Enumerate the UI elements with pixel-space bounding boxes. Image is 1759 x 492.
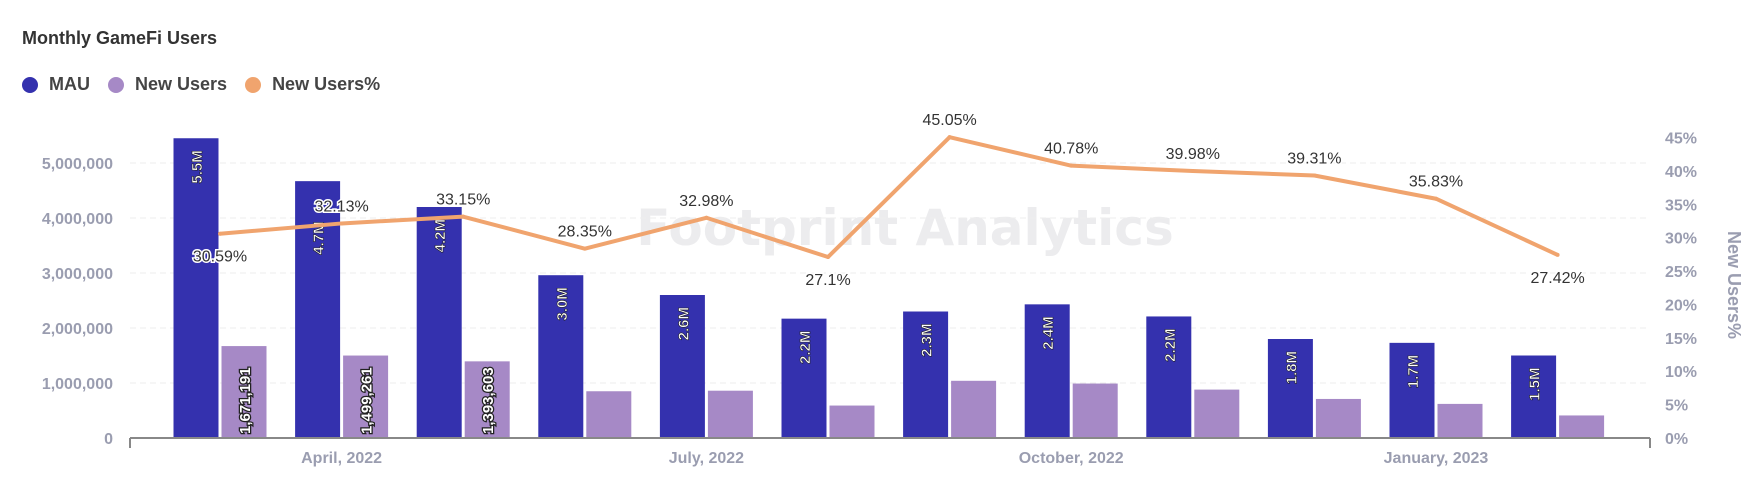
legend-item-new-users[interactable]: New Users (108, 74, 227, 95)
bar-mau (1267, 339, 1313, 438)
y-left-tick-label: 3,000,000 (42, 266, 113, 283)
bar-new-users (221, 346, 267, 438)
line-point (1555, 252, 1560, 257)
legend: MAU New Users New Users% (22, 74, 398, 95)
bar-mau (1511, 355, 1557, 438)
bar-label-mau: 1.8M (1283, 351, 1300, 384)
line-label: 33.15% (436, 192, 490, 209)
y-left-tick-label: 0 (104, 431, 113, 448)
bar-new-users (829, 405, 875, 438)
legend-dot-icon (245, 76, 262, 93)
bar-new-users (464, 361, 510, 438)
y-right-tick-label: 15% (1665, 331, 1697, 348)
bar-mau (173, 138, 219, 438)
bar-new-users (1559, 415, 1605, 438)
legend-dot-icon (22, 76, 38, 93)
bar-mau (1024, 304, 1070, 438)
y-left-tick-label: 5,000,000 (42, 156, 113, 173)
bar-label-mau: 4.7M (311, 221, 328, 254)
chart-title: Monthly GameFi Users (22, 28, 218, 48)
y-right-tick-label: 5% (1665, 398, 1688, 415)
line-label: 40.78% (1044, 141, 1098, 158)
bar-label-new-users: 1,393,603 (480, 367, 497, 434)
line-label: 35.83% (1409, 174, 1463, 191)
line-label: 32.13% (314, 198, 368, 215)
bar-new-users (1437, 403, 1483, 438)
line-point (1190, 169, 1195, 174)
y-right-tick-label: 20% (1665, 297, 1697, 314)
legend-label: New Users% (272, 74, 381, 94)
y-left-tick-label: 1,000,000 (42, 376, 113, 393)
bar-mau (538, 275, 584, 438)
y-right-tick-label: 10% (1665, 364, 1697, 381)
bar-label-mau: 2.4M (1040, 316, 1057, 349)
legend-label: MAU (49, 74, 90, 94)
bar-mau (416, 207, 462, 438)
line-label: 32.98% (679, 193, 733, 210)
line-label: 39.98% (1166, 146, 1220, 163)
line-label: 30.59% (193, 249, 247, 266)
y-left-tick-label: 2,000,000 (42, 321, 113, 338)
bar-new-users (1315, 398, 1361, 438)
bar-label-mau: 1.5M (1527, 368, 1544, 401)
bar-mau (1146, 316, 1192, 438)
legend-item-mau[interactable]: MAU (22, 74, 90, 95)
bar-label-mau: 2.2M (1162, 328, 1179, 361)
y-right-tick-label: 25% (1665, 264, 1697, 281)
bar-mau (659, 295, 705, 438)
line-point (339, 221, 344, 226)
line-point (704, 215, 709, 220)
bar-label-mau: 2.6M (675, 307, 692, 340)
line-point (1069, 163, 1074, 168)
bar-label-new-users: 1,671,191 (237, 367, 254, 434)
bar-label-mau: 4.2M (432, 219, 449, 252)
legend-dot-icon (108, 76, 124, 93)
line-label: 39.31% (1287, 150, 1341, 167)
line-point (826, 255, 830, 260)
legend-item-new-users-pct[interactable]: New Users% (245, 74, 380, 95)
bar-mau (781, 318, 827, 438)
line-label: 27.42% (1530, 270, 1584, 287)
bar-label-mau: 5.5M (189, 150, 206, 183)
y-right-tick-label: 30% (1665, 231, 1697, 248)
bar-new-users (707, 390, 753, 438)
x-tick-label: April, 2022 (301, 450, 382, 467)
y-right-tick-label: 35% (1665, 197, 1697, 214)
bar-new-users (1194, 389, 1240, 438)
line-point (218, 231, 222, 236)
x-tick-label: January, 2023 (1384, 450, 1489, 467)
bar-mau (295, 181, 341, 438)
y-right-tick-label: 40% (1665, 164, 1697, 181)
bar-label-mau: 2.2M (797, 331, 814, 364)
line-point (1312, 173, 1317, 178)
bar-label-new-users: 1,499,261 (359, 367, 376, 434)
y-right-tick-label: 0% (1665, 431, 1688, 448)
bar-label-mau: 2.3M (919, 324, 936, 357)
line-point (1434, 196, 1438, 201)
bar-new-users (343, 355, 389, 438)
line-point (582, 246, 587, 251)
bar-new-users (1072, 383, 1118, 438)
line-label: 27.1% (805, 272, 850, 289)
bar-new-users (951, 380, 997, 438)
line-label: 28.35% (558, 224, 612, 241)
y-left-tick-label: 4,000,000 (42, 211, 113, 228)
legend-label: New Users (135, 74, 228, 94)
line-label: 45.05% (922, 112, 976, 129)
x-tick-label: July, 2022 (669, 450, 744, 467)
line-point (947, 135, 952, 140)
y-right-tick-label: 45% (1665, 131, 1697, 148)
line-new-users-pct (219, 135, 1559, 260)
x-tick-label: October, 2022 (1019, 450, 1124, 467)
watermark: Footprint Analytics (636, 199, 1173, 257)
line-point (461, 214, 466, 219)
bar-mau (903, 311, 949, 438)
bar-label-mau: 3.0M (554, 287, 571, 320)
bar-label-mau: 1.7M (1405, 355, 1422, 388)
y-right-axis-title: New Users% (1724, 231, 1744, 339)
bar-new-users (586, 391, 632, 438)
bar-mau (1389, 342, 1435, 438)
